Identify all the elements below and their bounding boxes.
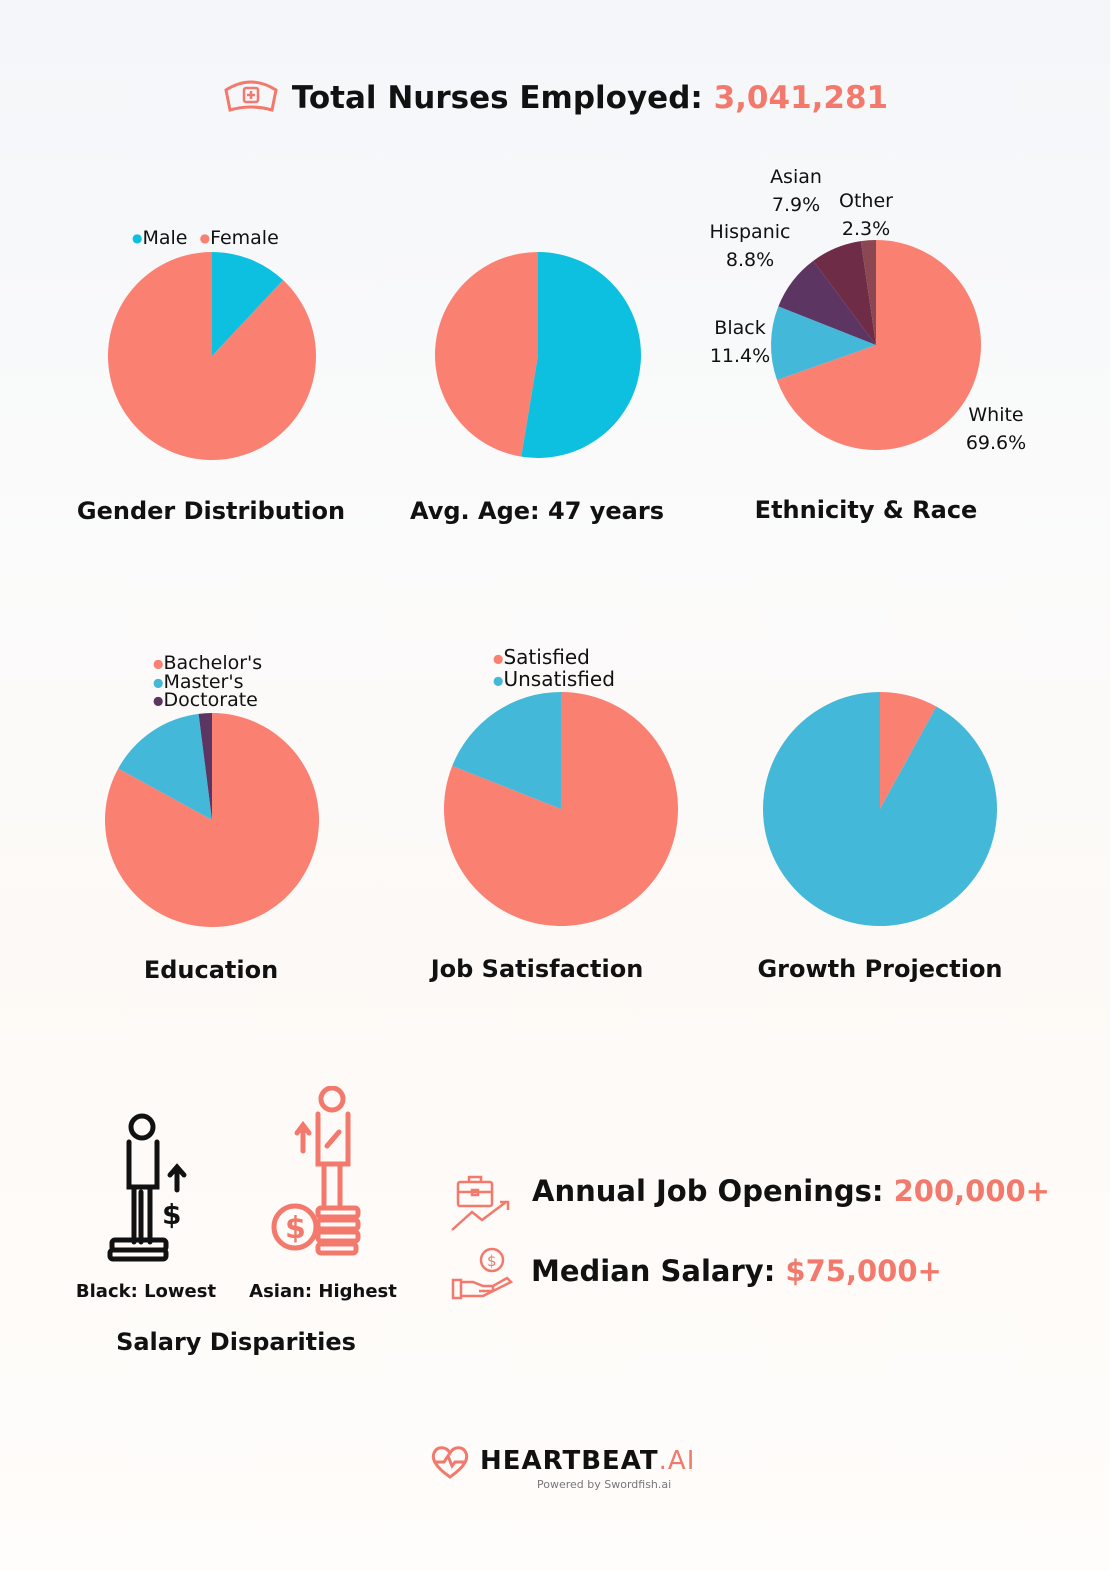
pie-slice-unsatisfied bbox=[452, 692, 561, 809]
person-high-salary-icon: $ bbox=[271, 1086, 361, 1256]
title-education: Education bbox=[143, 956, 279, 984]
label-black: Black 11.4% bbox=[709, 317, 771, 367]
title-ethnicity: Ethnicity & Race bbox=[754, 496, 978, 524]
label-other: Other 2.3% bbox=[839, 190, 893, 240]
salary-high-label: Asian: Highest bbox=[249, 1281, 397, 1302]
pie-slice-white bbox=[776, 240, 981, 450]
svg-text:$: $ bbox=[285, 1211, 306, 1246]
pie-education bbox=[105, 713, 319, 927]
pie-gender bbox=[108, 252, 317, 460]
legend-item: Doctorate bbox=[163, 689, 258, 711]
pie-satisfaction bbox=[444, 692, 678, 926]
pie-slice-black bbox=[771, 306, 876, 380]
header: Total Nurses Employed: 3,041,281 bbox=[0, 76, 1110, 116]
pie-slice-0 bbox=[521, 252, 642, 458]
hand-money-icon: $ bbox=[451, 1247, 514, 1300]
legend-item: Male bbox=[142, 227, 188, 249]
label-asian: Asian 7.9% bbox=[770, 166, 822, 216]
legend-item: Female bbox=[210, 227, 279, 249]
pie-ethnicity bbox=[771, 240, 981, 450]
svg-text:$: $ bbox=[162, 1198, 181, 1231]
pie-slice-masters bbox=[118, 713, 212, 820]
pie-slice-asian bbox=[813, 241, 876, 345]
salary-title: Salary Disparities bbox=[116, 1328, 356, 1356]
pie-age bbox=[435, 252, 642, 458]
pie-slice-1 bbox=[435, 252, 538, 457]
pie-slice-0 bbox=[880, 692, 937, 809]
title-age: Avg. Age: 47 years bbox=[410, 497, 664, 525]
legend-education: ●Bachelor's ●Master's ●Doctorate bbox=[153, 652, 263, 711]
label-white: White 69.6% bbox=[965, 404, 1027, 454]
legend-item: Master's bbox=[163, 670, 244, 693]
header-label: Total Nurses Employed: bbox=[291, 80, 703, 116]
legend-item: Bachelor's bbox=[163, 652, 263, 674]
pie-slice-other bbox=[860, 240, 876, 345]
legend-gender: ●Male ●Female bbox=[132, 227, 279, 249]
footer-tagline: Powered by Swordfish.ai bbox=[537, 1478, 672, 1491]
label-hispanic: Hispanic 8.8% bbox=[709, 221, 791, 271]
pie-slice-male bbox=[212, 252, 284, 356]
legend-item: Unsatisfied bbox=[503, 666, 615, 691]
stat-job-openings: Annual Job Openings: 200,000+ bbox=[532, 1174, 1050, 1208]
legend-satisfaction: ●Satisfied ●Unsatisfied bbox=[493, 645, 615, 691]
person-low-salary-icon: $ bbox=[107, 1113, 187, 1262]
svg-text:$: $ bbox=[487, 1252, 497, 1270]
heartbeat-logo-icon bbox=[431, 1446, 469, 1479]
pie-slice-1 bbox=[763, 692, 997, 926]
footer-brand: HEARTBEAT.AI bbox=[480, 1446, 696, 1476]
title-gender: Gender Distribution bbox=[76, 497, 346, 525]
pie-slice-female bbox=[108, 252, 317, 460]
pie-slice-hispanic bbox=[778, 260, 876, 345]
pie-slice-doctorate bbox=[198, 713, 212, 820]
title-growth: Growth Projection bbox=[757, 955, 1003, 983]
pie-growth bbox=[763, 692, 997, 926]
title-satisfaction: Job Satisfaction bbox=[430, 955, 644, 983]
salary-low-label: Black: Lowest bbox=[75, 1281, 217, 1302]
briefcase-growth-icon bbox=[451, 1175, 510, 1231]
header-value: 3,041,281 bbox=[713, 80, 889, 116]
nurse-cap-icon bbox=[224, 80, 278, 112]
legend-item: Satisfied bbox=[503, 645, 590, 669]
stat-median-salary: Median Salary: $75,000+ bbox=[531, 1254, 942, 1288]
